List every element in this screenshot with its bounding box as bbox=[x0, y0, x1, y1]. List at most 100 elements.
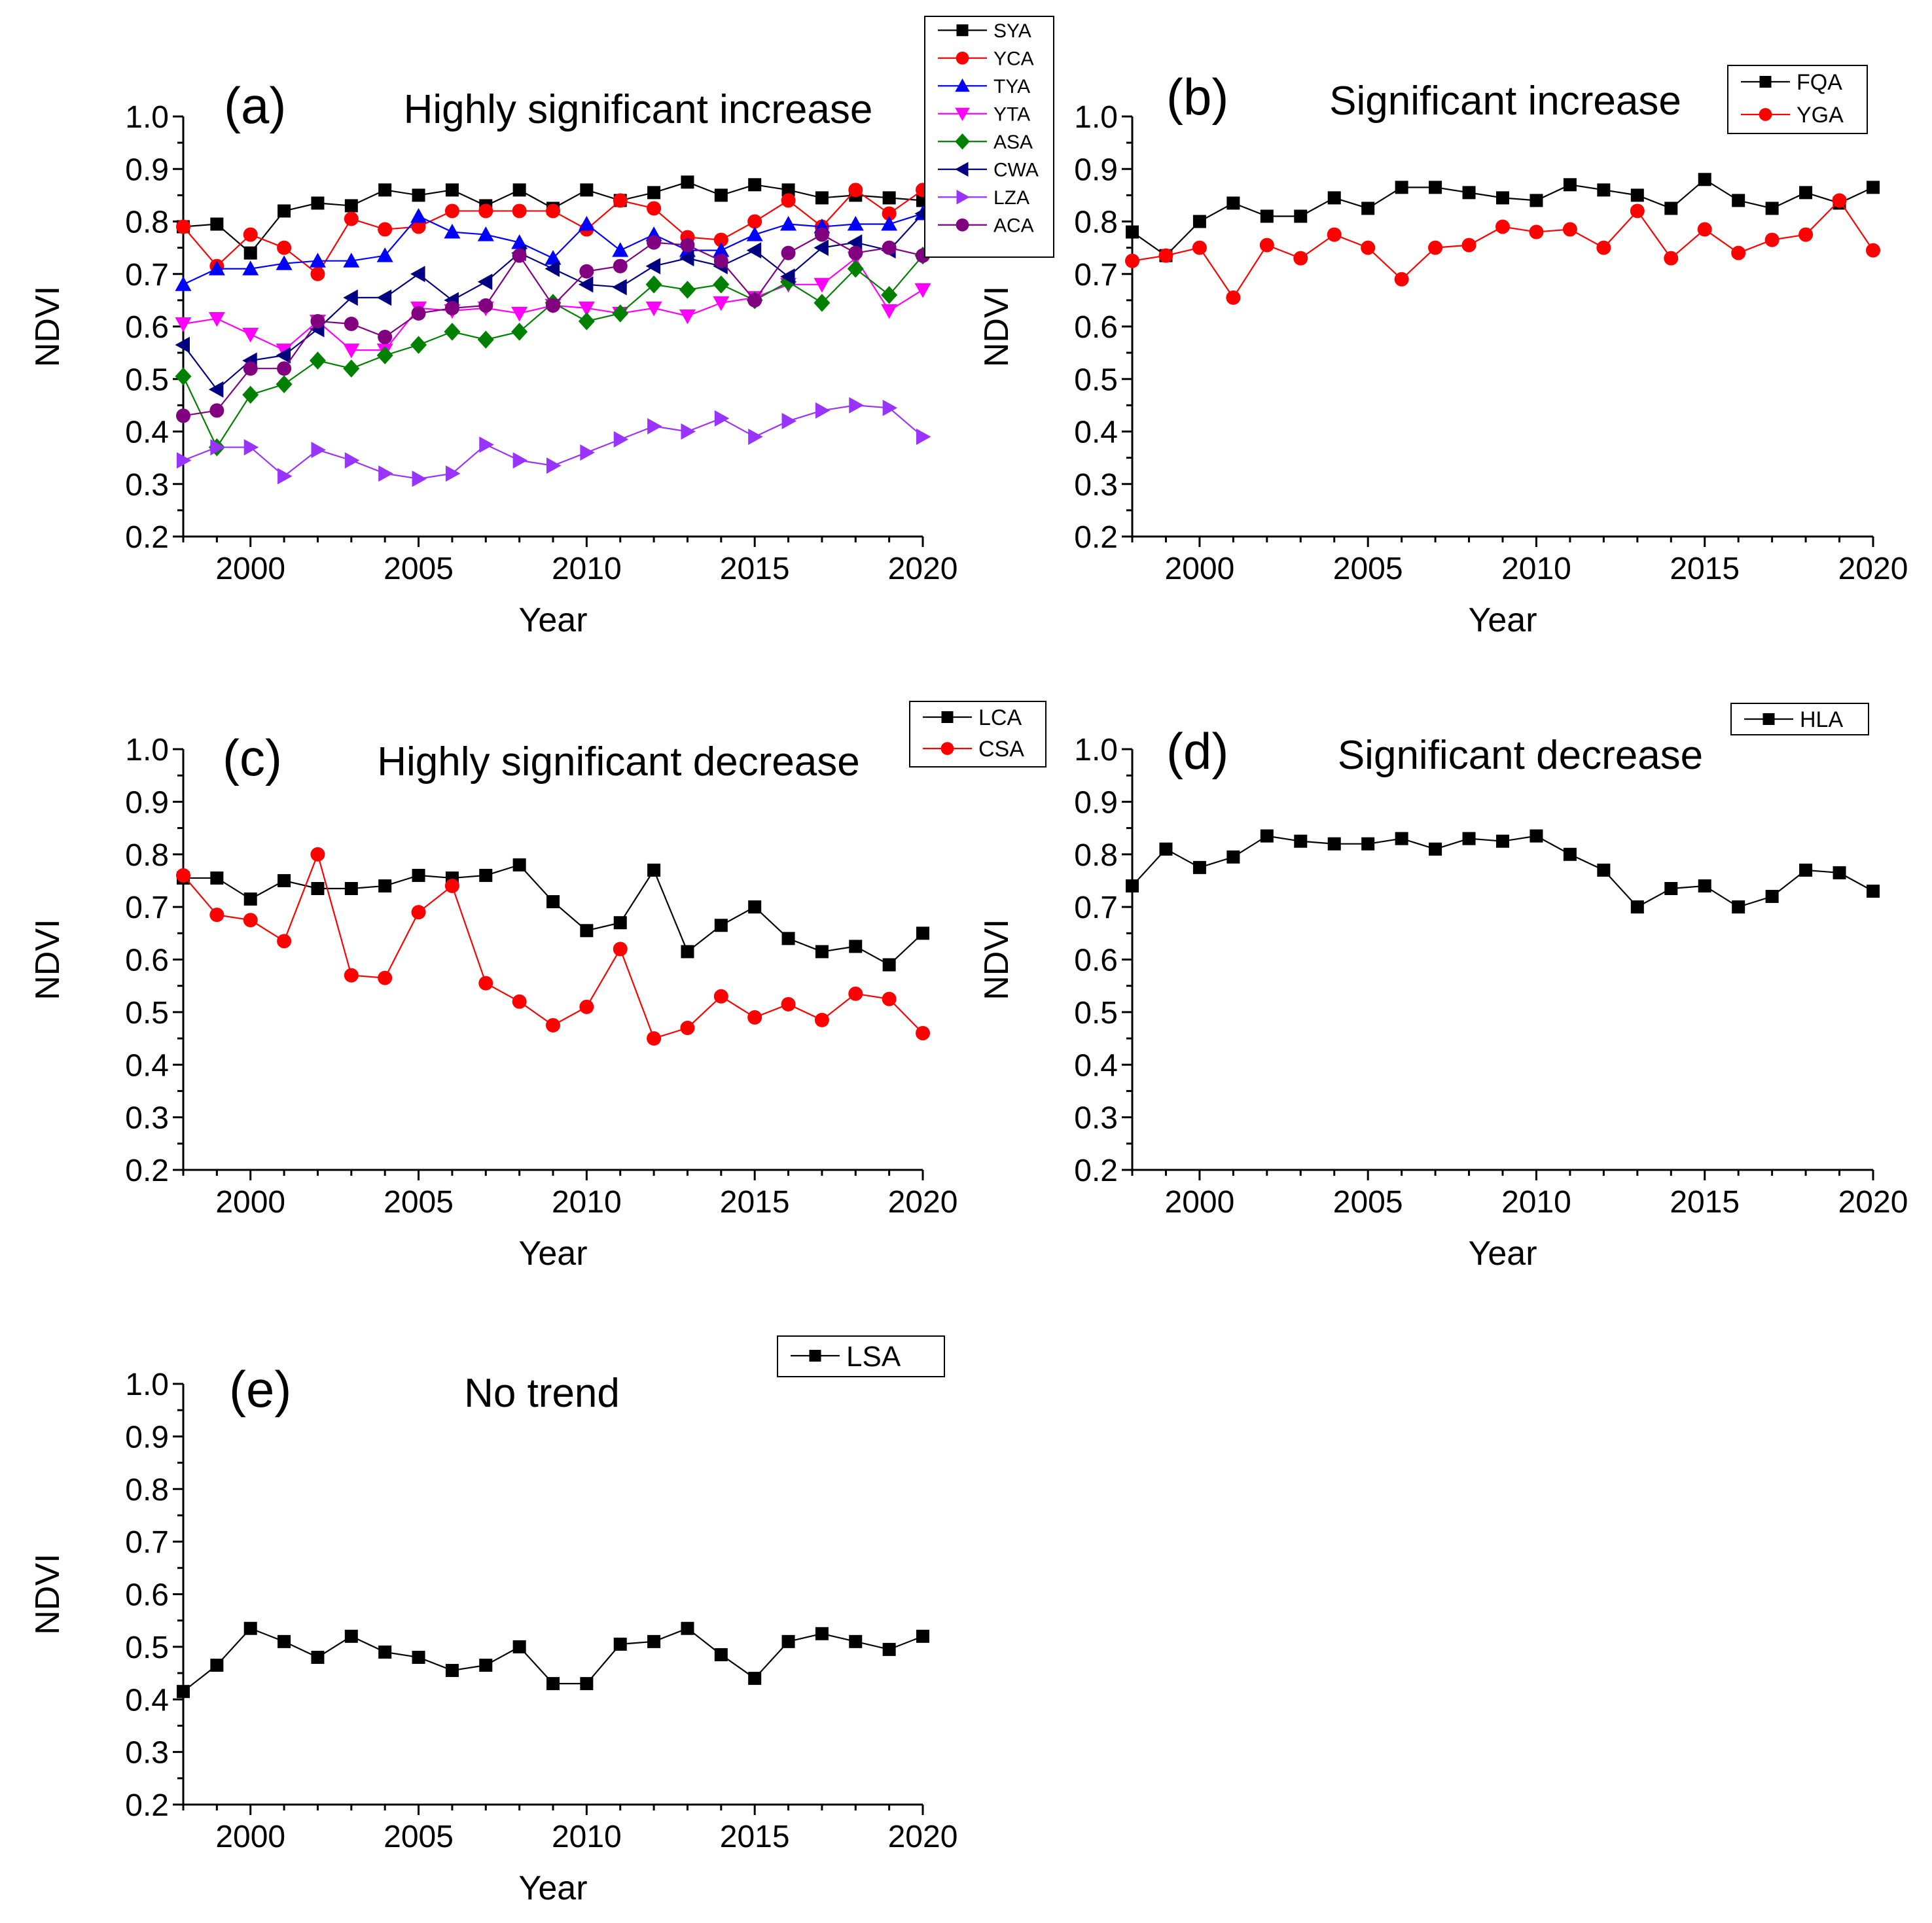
y-axis-label: NDVI bbox=[29, 286, 67, 367]
data-point-yta bbox=[679, 309, 696, 325]
data-point-aca bbox=[176, 408, 190, 423]
data-point-csa bbox=[411, 905, 426, 920]
data-point-yga bbox=[1461, 238, 1476, 253]
data-point-csa bbox=[277, 934, 292, 949]
data-point-lza bbox=[512, 452, 528, 469]
data-point-yta bbox=[914, 283, 931, 298]
data-point-sya bbox=[748, 178, 762, 192]
data-point-lza bbox=[546, 457, 562, 474]
y-axis-label: NDVI bbox=[29, 919, 67, 1000]
data-point-aca bbox=[747, 292, 762, 308]
data-point-lsa bbox=[681, 1621, 694, 1635]
data-point-cwa bbox=[410, 266, 425, 283]
data-point-aca bbox=[814, 227, 829, 242]
data-point-lsa bbox=[546, 1677, 560, 1691]
data-point-asa bbox=[477, 330, 494, 349]
panel-label: (d) bbox=[1166, 722, 1228, 780]
legend-marker bbox=[956, 218, 969, 232]
data-point-lsa bbox=[580, 1677, 594, 1691]
y-tick-label: 0.7 bbox=[125, 258, 169, 292]
data-point-cwa bbox=[477, 273, 493, 291]
data-point-hla bbox=[1732, 900, 1745, 914]
data-point-lza bbox=[613, 431, 629, 448]
data-point-lca bbox=[243, 892, 257, 906]
data-point-yga bbox=[1327, 227, 1342, 242]
panel-e: 0.2 0.3 0.4 0.5 0.6 0.7 0.8 0.9 1.0 2000 2005 2010 2… bbox=[29, 1335, 957, 1907]
x-tick-label: 2015 bbox=[1670, 552, 1740, 586]
data-point-csa bbox=[378, 970, 393, 985]
data-point-aca bbox=[209, 403, 224, 418]
data-point-tya bbox=[881, 216, 898, 231]
data-point-hla bbox=[1192, 860, 1206, 874]
data-point-lca bbox=[613, 916, 627, 930]
data-point-yga bbox=[1361, 240, 1376, 255]
data-point-lsa bbox=[177, 1685, 190, 1699]
x-tick-label: 2000 bbox=[1165, 552, 1235, 586]
panel-title: Highly significant increase bbox=[404, 87, 873, 132]
plot-area bbox=[175, 175, 931, 487]
y-tick-label: 0.3 bbox=[1074, 1101, 1118, 1136]
data-point-hla bbox=[1260, 829, 1274, 843]
x-tick-label: 2000 bbox=[215, 1185, 285, 1220]
data-point-aca bbox=[444, 300, 459, 315]
data-point-hla bbox=[1630, 900, 1644, 914]
data-point-sya bbox=[412, 188, 425, 202]
legend-label: HLA bbox=[1800, 707, 1843, 732]
axis-lines bbox=[182, 1384, 923, 1806]
x-tick-label: 2005 bbox=[384, 1185, 454, 1220]
data-point-yga bbox=[1259, 238, 1274, 253]
data-point-sya bbox=[311, 196, 325, 210]
legend-label: ACA bbox=[993, 215, 1034, 237]
data-point-csa bbox=[344, 968, 359, 983]
x-tick-label: 2005 bbox=[1333, 1185, 1403, 1220]
data-point-sya bbox=[647, 186, 661, 200]
y-tick-label: 0.2 bbox=[125, 1154, 169, 1188]
data-point-lsa bbox=[479, 1659, 493, 1672]
data-point-lza bbox=[580, 444, 595, 461]
data-point-fqa bbox=[1226, 196, 1240, 210]
data-point-tya bbox=[545, 250, 562, 265]
data-point-fqa bbox=[1630, 188, 1644, 202]
data-point-aca bbox=[781, 245, 796, 260]
x-axis-label: Year bbox=[518, 1235, 587, 1273]
data-point-lza bbox=[849, 397, 864, 414]
legend-label: CWA bbox=[993, 160, 1039, 181]
data-point-yga bbox=[1697, 222, 1712, 237]
data-point-cwa bbox=[679, 250, 694, 267]
legend-label: LSA bbox=[846, 1341, 901, 1373]
data-point-asa bbox=[343, 359, 360, 378]
x-tick-label: 2020 bbox=[888, 1185, 958, 1220]
panel-d: 0.2 0.3 0.4 0.5 0.6 0.7 0.8 0.9 1.0 2000 2005 2010 2… bbox=[978, 703, 1908, 1273]
data-point-asa bbox=[881, 286, 898, 304]
data-point-aca bbox=[243, 361, 258, 376]
panel-label: (b) bbox=[1166, 68, 1228, 126]
axis-lines bbox=[1131, 749, 1873, 1171]
data-point-hla bbox=[1563, 847, 1577, 861]
data-point-lsa bbox=[647, 1634, 661, 1648]
data-point-sya bbox=[378, 183, 392, 197]
data-point-csa bbox=[512, 994, 527, 1009]
series-line-csa bbox=[183, 852, 923, 1040]
legend-marker bbox=[956, 190, 970, 205]
data-point-lza bbox=[882, 399, 898, 416]
data-point-yta bbox=[713, 296, 730, 311]
x-tick-label: 2000 bbox=[1165, 1185, 1235, 1220]
data-point-csa bbox=[781, 997, 796, 1012]
data-point-tya bbox=[612, 242, 629, 257]
data-point-asa bbox=[612, 304, 629, 323]
data-point-yga bbox=[1866, 243, 1880, 258]
data-point-cwa bbox=[814, 239, 829, 256]
data-point-fqa bbox=[1126, 225, 1139, 239]
legend-label: SYA bbox=[993, 20, 1031, 42]
data-point-cwa bbox=[175, 336, 190, 353]
x-tick-label: 2020 bbox=[888, 552, 958, 586]
legend: HLA bbox=[1730, 703, 1869, 735]
data-point-sya bbox=[781, 183, 795, 197]
data-point-lsa bbox=[916, 1629, 929, 1643]
data-point-yca bbox=[848, 183, 863, 198]
legend-marker bbox=[809, 1350, 821, 1362]
data-point-csa bbox=[848, 986, 863, 1001]
data-point-tya bbox=[410, 207, 427, 223]
data-point-lza bbox=[277, 468, 293, 485]
data-point-lza bbox=[647, 417, 662, 434]
